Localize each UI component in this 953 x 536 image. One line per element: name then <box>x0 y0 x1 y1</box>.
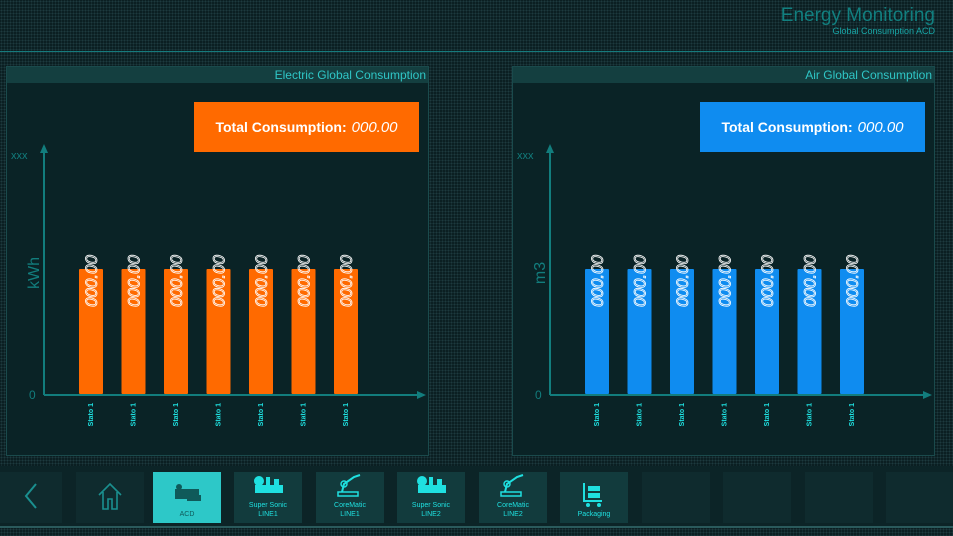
divider <box>0 51 953 52</box>
y-top-label: xxx <box>11 150 28 162</box>
bar <box>627 269 652 394</box>
x-tick-label: Stato 1 <box>173 403 180 426</box>
x-tick-label: Stato 1 <box>849 403 856 426</box>
bar <box>334 269 358 394</box>
page-subtitle: Global Consumption ACD <box>832 26 935 36</box>
bar-value-label: 000.00 <box>252 255 271 308</box>
bar-value-label: 000.00 <box>673 255 692 308</box>
bar-value-label: 000.00 <box>210 255 229 308</box>
total-value: 000.00 <box>351 118 398 136</box>
total-label: Total Consumption: <box>215 119 347 135</box>
bar-chart: xxx 0 kWh 000.00 Stato 1 000.00 Stato 1 000.00 S… <box>11 144 426 426</box>
x-tick-label: Stato 1 <box>258 403 265 426</box>
nav-tile-packaging[interactable]: Packaging <box>560 472 628 523</box>
x-tick-label: Stato 1 <box>764 403 771 426</box>
nav-tile-corematic-line2[interactable]: CoreMatic LINE2 <box>479 472 547 523</box>
y-axis-label: m3 <box>532 262 549 284</box>
cart-icon <box>583 483 602 507</box>
bar-value-label: 000.00 <box>716 255 735 308</box>
machine-icon <box>254 476 283 493</box>
nav-tile-corematic-line1[interactable]: CoreMatic LINE1 <box>316 472 384 523</box>
total-value: 000.00 <box>857 118 904 136</box>
bar-value-label: 000.00 <box>758 255 777 308</box>
empty-slot <box>886 472 953 523</box>
x-tick-label: Stato 1 <box>131 403 138 426</box>
x-tick-label: Stato 1 <box>637 403 644 426</box>
empty-slot <box>805 472 873 523</box>
nav-label: Packaging <box>577 511 611 518</box>
bar <box>164 269 188 394</box>
x-tick-label: Stato 1 <box>216 403 223 426</box>
nav-sublabel: LINE2 <box>503 511 523 518</box>
x-tick-label: Stato 1 <box>343 403 350 426</box>
bar <box>755 269 779 394</box>
back-button[interactable] <box>0 472 62 523</box>
bar <box>249 269 273 394</box>
bar-chart: xxx 0 m3 000.00 Stato 1 000.00 Stato 1 000.00 St… <box>517 144 932 426</box>
bar-value-label: 000.00 <box>843 255 862 308</box>
bar <box>206 269 231 394</box>
nav-tile-super-sonic-line1[interactable]: Super Sonic LINE1 <box>234 472 302 523</box>
x-axis-arrow <box>923 391 932 399</box>
bar <box>291 269 316 394</box>
page-header: Energy Monitoring Global Consumption ACD <box>781 5 935 36</box>
nav-tile-super-sonic-line2[interactable]: Super Sonic LINE2 <box>397 472 465 523</box>
bar <box>585 269 609 394</box>
bar <box>797 269 822 394</box>
robot-arm-icon <box>337 474 361 497</box>
empty-slot <box>723 472 791 523</box>
bar-value-label: 000.00 <box>801 255 820 308</box>
panel-title: Electric Global Consumption <box>7 67 428 83</box>
page-title: Energy Monitoring <box>780 5 935 26</box>
x-tick-label: Stato 1 <box>88 403 95 426</box>
home-button[interactable] <box>76 472 144 523</box>
nav-label: CoreMatic <box>497 502 529 509</box>
empty-slot <box>642 472 710 523</box>
acd-icon <box>175 484 201 501</box>
y-axis-arrow <box>546 144 554 153</box>
y-zero-label: 0 <box>535 388 542 402</box>
x-tick-label: Stato 1 <box>679 403 686 426</box>
bar <box>121 269 146 394</box>
x-tick-label: Stato 1 <box>807 403 814 426</box>
nav-sublabel: LINE2 <box>421 511 441 518</box>
bar <box>840 269 864 394</box>
chevron-left-icon <box>24 482 37 509</box>
bar-value-label: 000.00 <box>337 255 356 308</box>
nav-label: ACD <box>179 511 195 518</box>
nav-sublabel: LINE1 <box>340 511 360 518</box>
bar-value-label: 000.00 <box>631 255 650 308</box>
bar <box>670 269 694 394</box>
bottom-nav: ACD Super Sonic LINE1 CoreMatic LINE1 Super S… <box>0 466 953 528</box>
air-panel: Air Global Consumption Total Consumption… <box>512 66 935 456</box>
y-axis-label: kWh <box>26 257 43 289</box>
nav-tile-acd[interactable]: ACD <box>153 472 221 523</box>
bar <box>712 269 737 394</box>
bar-value-label: 000.00 <box>167 255 186 308</box>
total-consumption-box: Total Consumption: 000.00 <box>700 102 925 152</box>
panel-title: Air Global Consumption <box>513 67 934 83</box>
bar-value-label: 000.00 <box>588 255 607 308</box>
nav-label: Super Sonic <box>411 502 451 509</box>
x-tick-label: Stato 1 <box>301 403 308 426</box>
robot-arm-icon <box>500 474 524 497</box>
y-top-label: xxx <box>517 150 534 162</box>
x-tick-label: Stato 1 <box>722 403 729 426</box>
total-label: Total Consumption: <box>721 119 853 135</box>
total-consumption-box: Total Consumption: 000.00 <box>194 102 419 152</box>
nav-sublabel: LINE1 <box>258 511 278 518</box>
bar-value-label: 000.00 <box>295 255 314 308</box>
bar <box>79 269 103 394</box>
bar-value-label: 000.00 <box>82 255 101 308</box>
y-zero-label: 0 <box>29 388 36 402</box>
x-axis-arrow <box>417 391 426 399</box>
x-tick-label: Stato 1 <box>594 403 601 426</box>
home-icon <box>98 482 122 510</box>
machine-icon <box>417 476 446 493</box>
bar-value-label: 000.00 <box>125 255 144 308</box>
nav-label: Super Sonic <box>248 502 288 509</box>
y-axis-arrow <box>40 144 48 153</box>
electric-panel: Electric Global Consumption Total Consum… <box>6 66 429 456</box>
nav-label: CoreMatic <box>334 502 366 509</box>
